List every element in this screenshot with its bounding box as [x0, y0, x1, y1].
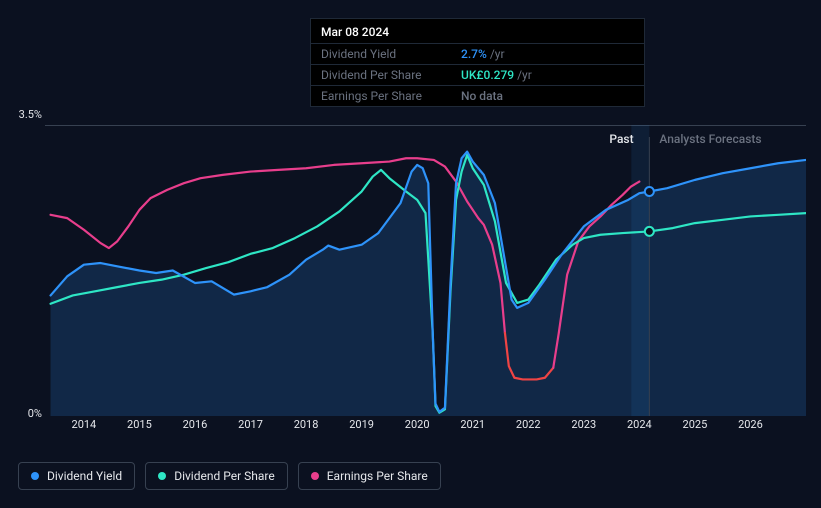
tooltip-date: Mar 08 2024 — [311, 19, 644, 43]
legend: Dividend Yield Dividend Per Share Earnin… — [18, 462, 441, 490]
x-tick: 2026 — [738, 418, 763, 431]
legend-label: Dividend Yield — [47, 469, 122, 483]
y-tick-max: 3.5% — [2, 108, 42, 121]
legend-dot-icon — [31, 472, 39, 480]
x-tick: 2022 — [516, 418, 541, 431]
x-tick: 2016 — [183, 418, 208, 431]
tooltip-label: Dividend Yield — [321, 47, 461, 61]
legend-item-earnings-per-share[interactable]: Earnings Per Share — [298, 462, 441, 490]
tooltip-row-earnings-per-share: Earnings Per Share No data — [311, 85, 644, 106]
legend-dot-icon — [158, 472, 166, 480]
x-tick: 2019 — [349, 418, 374, 431]
legend-item-dividend-per-share[interactable]: Dividend Per Share — [145, 462, 288, 490]
chart-tooltip: Mar 08 2024 Dividend Yield 2.7% /yr Divi… — [310, 18, 645, 107]
legend-label: Dividend Per Share — [174, 469, 275, 483]
tooltip-label: Dividend Per Share — [321, 68, 461, 82]
tooltip-row-dividend-per-share: Dividend Per Share UK£0.279 /yr — [311, 64, 644, 85]
legend-label: Earnings Per Share — [327, 469, 428, 483]
tooltip-value: No data — [461, 89, 503, 103]
x-tick: 2018 — [294, 418, 319, 431]
legend-dot-icon — [311, 472, 319, 480]
x-tick: 2015 — [127, 418, 152, 431]
tooltip-value: 2.7% — [461, 47, 487, 61]
x-tick: 2023 — [571, 418, 596, 431]
x-axis: 2014 2015 2016 2017 2018 2019 2020 2021 2022 2023… — [45, 418, 806, 438]
dividend-chart: 3.5% 0% Past Analysts Forecasts 2014 2015… — [0, 0, 821, 508]
y-tick-min: 0% — [2, 407, 42, 420]
x-tick: 2014 — [72, 418, 97, 431]
tooltip-value: UK£0.279 — [461, 68, 514, 82]
tooltip-suffix: /yr — [490, 47, 505, 61]
region-label-forecast: Analysts Forecasts — [659, 132, 761, 146]
x-tick: 2024 — [627, 418, 652, 431]
tooltip-row-dividend-yield: Dividend Yield 2.7% /yr — [311, 43, 644, 64]
chart-svg — [45, 125, 806, 416]
tooltip-suffix: /yr — [517, 68, 532, 82]
legend-item-dividend-yield[interactable]: Dividend Yield — [18, 462, 135, 490]
x-tick: 2021 — [460, 418, 485, 431]
tooltip-label: Earnings Per Share — [321, 89, 461, 103]
region-label-past: Past — [609, 132, 633, 146]
x-tick: 2017 — [238, 418, 263, 431]
x-tick: 2025 — [683, 418, 708, 431]
plot-area[interactable] — [45, 125, 806, 416]
x-tick: 2020 — [405, 418, 430, 431]
